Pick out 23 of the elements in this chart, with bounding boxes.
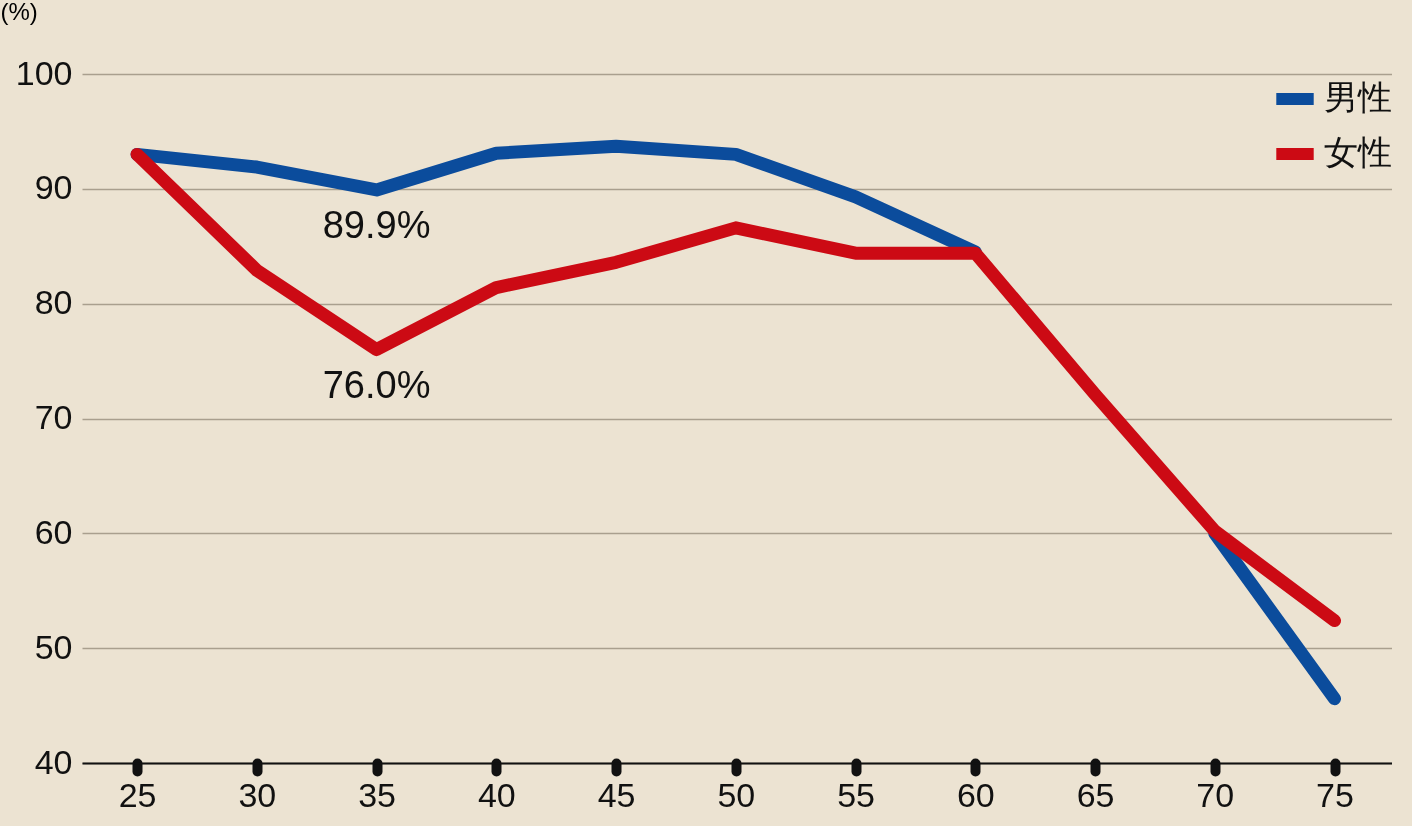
y-tick-label: 70 (34, 398, 73, 436)
x-tick-label: 50 (717, 775, 756, 814)
x-tick-label: 40 (477, 775, 516, 814)
y-tick-label: 80 (34, 283, 73, 322)
y-tick-label: 60 (34, 512, 73, 551)
x-tick-label: 35 (358, 775, 396, 814)
y-tick-label: 50 (34, 627, 73, 666)
x-tick-label: 25 (118, 775, 157, 814)
x-tick-label: 60 (956, 775, 995, 814)
annotation: 76.0% (322, 363, 431, 406)
y-axis-title: (%) (0, 0, 38, 25)
y-tick-label: 90 (34, 168, 73, 207)
y-tick-label: 100 (15, 53, 73, 92)
x-tick-label: 30 (238, 775, 277, 814)
x-tick-label: 70 (1196, 775, 1235, 814)
legend-label: 女性 (1324, 133, 1392, 171)
legend-label: 男性 (1324, 78, 1392, 116)
x-tick-label: 65 (1076, 775, 1115, 814)
annotation: 89.9% (322, 203, 431, 246)
x-tick-label: 75 (1316, 775, 1354, 814)
x-tick-label: 45 (597, 775, 636, 814)
y-tick-label: 40 (34, 742, 73, 781)
x-tick-label: 55 (837, 775, 875, 814)
